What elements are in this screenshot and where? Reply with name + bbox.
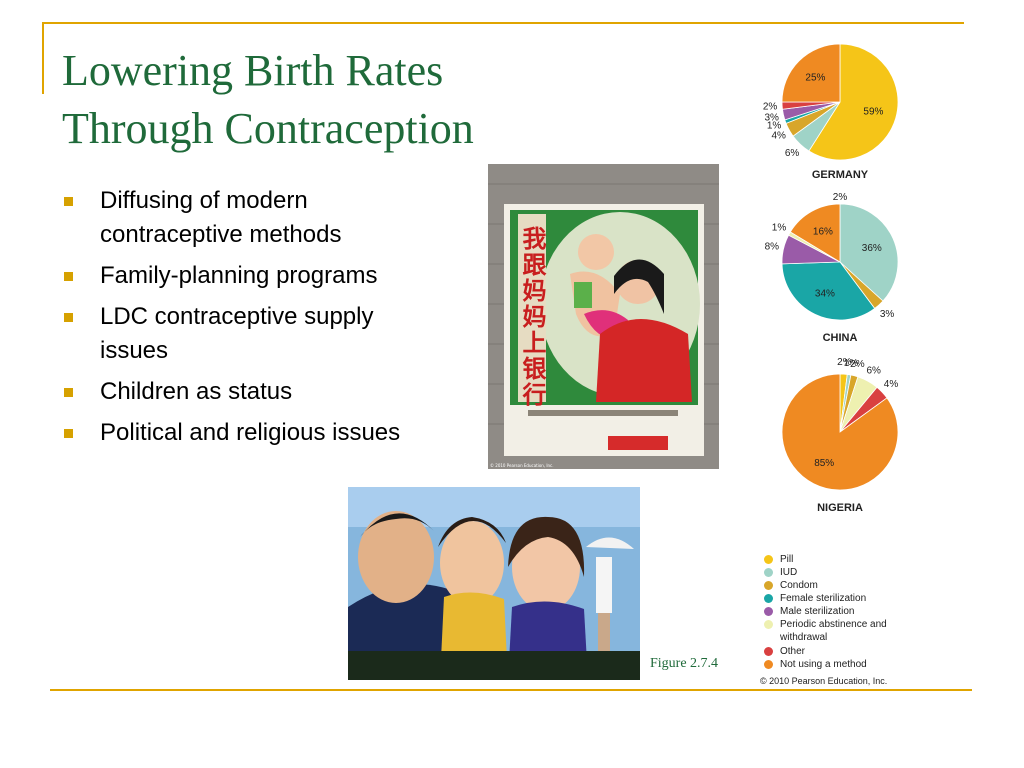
pie-slice <box>789 203 841 263</box>
pie-label: 4% <box>884 379 899 390</box>
pie-nigeria: 2%1%2%6%4%85%NIGERIA <box>781 357 899 514</box>
pie-label: 4% <box>771 131 786 142</box>
pie-label: 6% <box>866 366 881 377</box>
title-line-1: Lowering Birth Rates <box>62 46 444 95</box>
poster-text: 我跟妈妈上银行 <box>518 226 547 408</box>
legend-swatch <box>764 647 773 656</box>
bullet-square-icon <box>64 313 73 322</box>
pie-label: 1% <box>844 358 859 369</box>
bullet-text: Children as status <box>100 378 293 405</box>
pie-slice <box>839 203 899 302</box>
pie-label: 3% <box>880 309 895 320</box>
bullet-text: Family-planning programs <box>100 262 378 289</box>
pie-country-name: GERMANY <box>812 169 869 181</box>
pie-label: 2% <box>837 357 852 368</box>
bullet-item: Political and religious issues <box>64 416 404 450</box>
pie-slice <box>781 261 876 321</box>
copyright-text: © 2010 Pearson Education, Inc. <box>760 676 888 686</box>
left-rule <box>42 22 44 94</box>
pie-slice <box>781 373 899 491</box>
legend-swatch <box>764 620 773 629</box>
pie-label: 59% <box>863 107 883 118</box>
pie-germany: 59% 6% 4%1%3%2% 25% GERMANY <box>763 43 899 181</box>
top-rule <box>42 22 964 24</box>
bullet-item: LDC contraceptive supply issues <box>64 300 404 368</box>
bullet-item: Diffusing of modern contraceptive method… <box>64 184 404 252</box>
bullet-square-icon <box>64 429 73 438</box>
pie-charts: 59%6%4%1%3%2%25%GERMANY 36%3%34%8%1% 16%2… <box>763 43 899 514</box>
pie-label: 6% <box>785 148 800 159</box>
figure-caption: Figure 2.7.4 <box>650 656 719 671</box>
bullet-list: Diffusing of modern contraceptive method… <box>64 184 404 457</box>
legend-swatch <box>764 607 773 616</box>
legend-swatch <box>764 568 773 577</box>
pie-slice <box>781 43 841 103</box>
pie-label: 1% <box>772 223 787 234</box>
family-billboard-photo <box>348 487 640 680</box>
bullet-item: Children as status <box>64 375 404 409</box>
pie-label: 8% <box>765 241 780 252</box>
title-line-2: Through Contraception <box>62 104 474 153</box>
pie-label: 2% <box>850 359 865 370</box>
pie-label: 34% <box>815 288 835 299</box>
legend-swatch <box>764 581 773 590</box>
pie-label: 36% <box>862 243 882 254</box>
legend-swatch <box>764 555 773 564</box>
pie-label: 3% <box>764 112 779 123</box>
bullet-square-icon <box>64 197 73 206</box>
pie-slice <box>808 43 899 161</box>
bullet-text: LDC contraceptive supply issues <box>100 303 374 364</box>
pie-label: 25% <box>805 72 825 83</box>
china-poster-photo: 我跟妈妈上银行 © 2010 Pearson Education, Inc. <box>488 164 719 469</box>
pie-country-name: NIGERIA <box>817 502 863 514</box>
bullet-text: Diffusing of modern contraceptive method… <box>100 187 342 248</box>
legend-swatch <box>764 660 773 669</box>
poster-photo-credit: © 2010 Pearson Education, Inc. <box>490 463 554 468</box>
pie-label: 85% <box>814 458 834 469</box>
pie-label: 2% <box>763 101 778 112</box>
slide-title: Lowering Birth Rates Through Contracepti… <box>62 42 474 158</box>
bottom-rule <box>50 689 972 691</box>
pie-country-name: CHINA <box>823 332 858 344</box>
legend-swatch <box>764 594 773 603</box>
pie-label: 16% <box>813 227 833 238</box>
bullet-square-icon <box>64 272 73 281</box>
bullet-item: Family-planning programs <box>64 259 404 293</box>
pie-china: 36% 3% 34% 8% 1% 16% 2% CHINA <box>765 192 899 344</box>
chart-legend: Pill IUD Condom Female sterilization Mal… <box>758 550 904 690</box>
pie-label: 2% <box>833 192 848 203</box>
bullet-text: Political and religious issues <box>100 419 401 446</box>
bullet-square-icon <box>64 388 73 397</box>
pie-label: 1% <box>767 121 782 132</box>
